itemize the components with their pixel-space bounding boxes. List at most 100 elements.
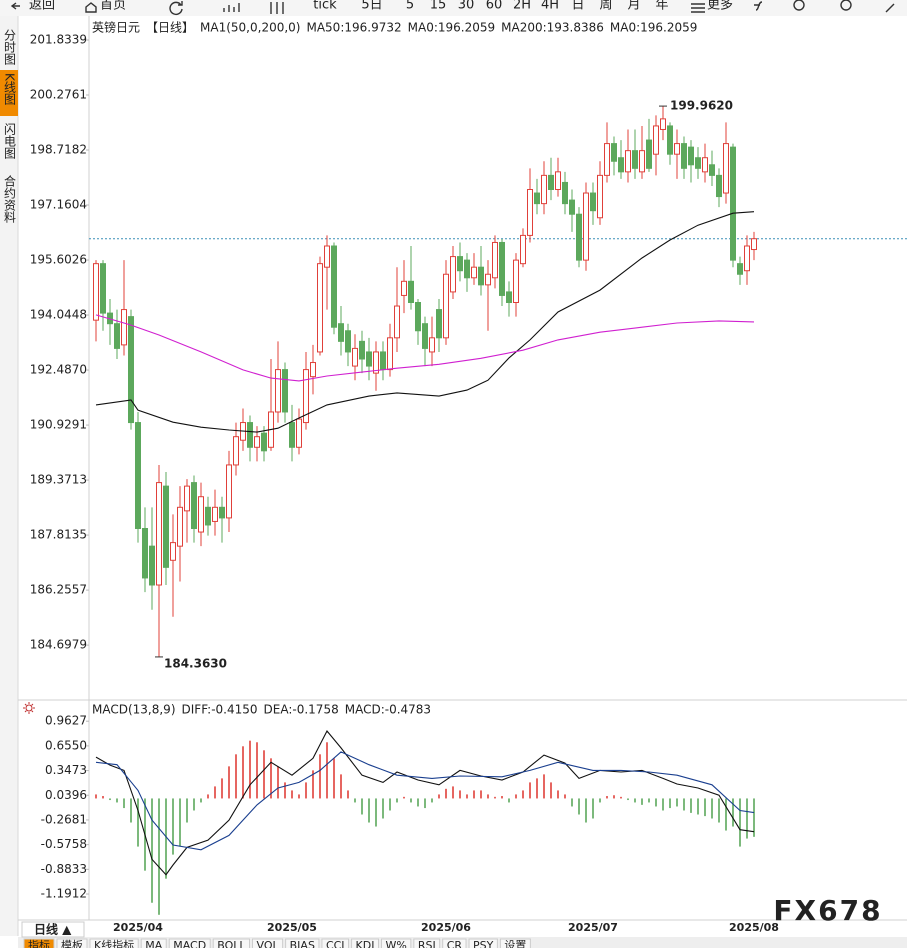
indicator-tab[interactable]: 模板 — [61, 938, 83, 948]
toolbar-button[interactable]: 5日 — [361, 0, 382, 13]
macd-bar — [214, 786, 216, 799]
y-tick-label: 186.2557 — [30, 583, 87, 597]
indicator-tab[interactable]: K线指标 — [94, 938, 134, 948]
candle-body — [646, 139, 652, 169]
macd-bar — [753, 798, 755, 837]
macd-bar — [151, 798, 153, 903]
toolbar-button[interactable]: 日 — [571, 0, 584, 13]
indicator-tab[interactable]: 设置 — [504, 939, 526, 948]
toolbar-button[interactable]: 首页 — [100, 0, 126, 13]
legend-entry: MA50:196.9732 — [306, 21, 401, 35]
toolbar-button[interactable]: 15 — [430, 0, 447, 13]
sidebar — [0, 16, 18, 936]
macd-bar — [417, 798, 419, 807]
candle-body — [492, 241, 498, 279]
macd-bar — [165, 798, 167, 879]
indicator-tab-frame — [285, 938, 320, 948]
candle-body — [464, 259, 470, 279]
pen-icon[interactable] — [885, 3, 895, 13]
macd-bar — [571, 798, 573, 807]
macd-bar — [550, 782, 552, 799]
zoom-out-icon[interactable] — [793, 0, 805, 11]
toolbar-button[interactable]: 4H — [541, 0, 559, 13]
indicator-tab[interactable]: 指标 — [28, 938, 50, 948]
toolbar-button[interactable]: tick — [313, 0, 337, 13]
indicator-tab[interactable]: MACD — [173, 939, 206, 948]
chart-icon[interactable] — [223, 3, 240, 12]
indicator-tab[interactable]: MA — [145, 939, 162, 948]
toolbar-button[interactable]: 年 — [655, 0, 668, 13]
indicator-tab[interactable]: BOLL — [217, 939, 246, 948]
candle-body — [583, 192, 589, 261]
period-button-frame[interactable] — [21, 921, 85, 938]
toolbar-button[interactable]: 返回 — [29, 0, 55, 13]
more-icon[interactable] — [691, 3, 705, 13]
candle-body — [212, 506, 218, 522]
indicator-tab[interactable]: PSY — [473, 939, 494, 948]
candle-body — [506, 291, 512, 303]
indicator-tab[interactable]: BIAS — [290, 939, 315, 948]
y-tick-label: 200.2761 — [30, 88, 87, 102]
toolbar-button[interactable]: 周 — [599, 0, 612, 13]
legend-entry: MACD:-0.4783 — [345, 703, 431, 717]
candle-body — [611, 143, 617, 162]
y-tick-label: 201.8339 — [30, 32, 87, 46]
sidebar-tab[interactable]: K线图 — [3, 73, 17, 105]
toolbar-button[interactable]: 30 — [458, 0, 475, 13]
indicator-tab[interactable]: VOL — [257, 939, 280, 948]
candle-body — [653, 125, 659, 155]
indicator-tab[interactable]: W% — [385, 939, 406, 948]
macd-bar — [746, 798, 748, 839]
y-tick-label: -0.2681 — [41, 812, 87, 826]
candle-icon[interactable] — [270, 2, 284, 14]
indicator-tab[interactable]: CCI — [326, 939, 345, 948]
macd-bar — [221, 778, 223, 799]
macd-bar — [235, 754, 237, 799]
x-tick-label: 2025/08 — [729, 921, 779, 934]
macd-bar — [578, 798, 580, 815]
zoom-in-icon[interactable] — [840, 0, 852, 11]
macd-bar — [172, 798, 174, 855]
fx-icon[interactable] — [754, 1, 763, 11]
macd-bar — [424, 798, 426, 809]
sidebar-tab[interactable]: 闪电图 — [3, 123, 17, 159]
toolbar-button[interactable]: 2H — [513, 0, 531, 13]
sidebar-tab[interactable]: 分时图 — [3, 29, 17, 65]
macd-bar — [508, 798, 510, 803]
macd-bar — [543, 774, 545, 799]
y-tick-label: 184.6979 — [30, 638, 87, 652]
toolbar-button[interactable]: 更多 — [707, 0, 733, 13]
candle-body — [471, 266, 477, 279]
macd-bar — [739, 798, 741, 847]
candle-body — [457, 256, 463, 272]
candle-body — [149, 545, 155, 586]
macd-bar — [466, 794, 468, 799]
toolbar-button[interactable]: 5 — [406, 0, 414, 13]
indicator-tab[interactable]: RSI — [418, 939, 436, 948]
toolbar-button[interactable]: 月 — [627, 0, 640, 13]
macd-bar — [487, 794, 489, 799]
candle-body — [191, 482, 197, 529]
indicator-tab[interactable]: CR — [447, 939, 463, 948]
legend-entry: MA0:196.2059 — [408, 21, 496, 35]
candle-body — [380, 351, 386, 371]
legend-entry: MA1(50,0,200,0) — [200, 21, 300, 35]
toolbar-button[interactable]: 60 — [486, 0, 503, 13]
macd-settings-icon[interactable] — [23, 702, 35, 714]
macd-bar — [389, 798, 391, 811]
refresh-icon[interactable] — [169, 1, 183, 15]
candle-body — [716, 174, 722, 198]
home-icon[interactable] — [85, 2, 97, 13]
sidebar-tab[interactable]: 合约资料 — [3, 174, 17, 223]
candle-body — [625, 150, 631, 173]
macd-bar — [501, 796, 503, 799]
back-icon[interactable] — [10, 2, 20, 10]
macd-bar — [683, 798, 685, 811]
period-button[interactable]: 日线 ▲ — [34, 922, 72, 937]
macd-bar — [242, 746, 244, 799]
candle-body — [324, 245, 330, 268]
candle-body — [548, 174, 554, 190]
indicator-tab[interactable]: KDJ — [356, 939, 375, 948]
candle-body — [170, 542, 176, 561]
